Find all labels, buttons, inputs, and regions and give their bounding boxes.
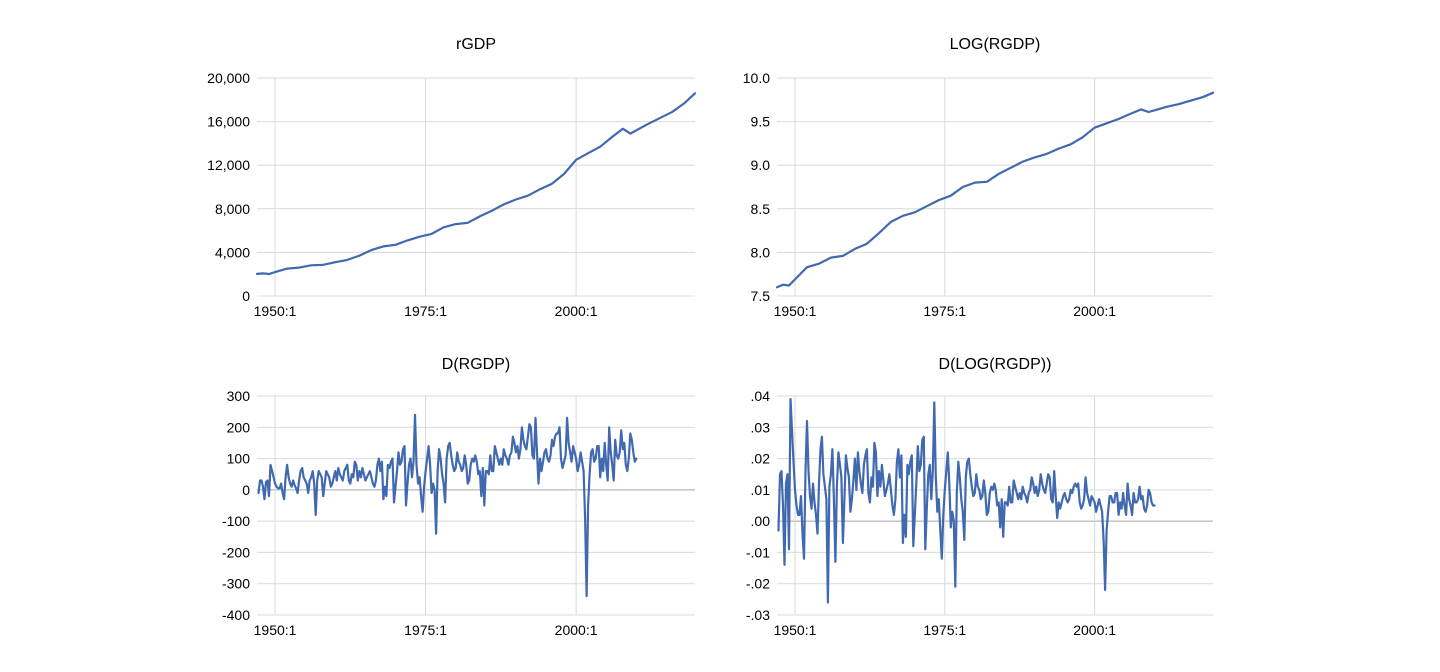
- chart-title: LOG(RGDP): [950, 36, 1041, 53]
- y-tick-label: 20,000: [207, 70, 250, 86]
- y-tick-label: .04: [751, 388, 771, 404]
- chart-panel-2: LOG(RGDP) 7.5 8.0 8.5 9.0 9.5 10.0 1950:1 1975:1…: [743, 36, 1215, 319]
- x-tick-label: 1950:1: [254, 622, 297, 638]
- chart-panel-3: D(RGDP) -400 -300 -200 -100 0 100 200 300 1950:1 1…: [222, 356, 695, 638]
- y-tick-label: 8.5: [751, 201, 771, 217]
- y-tick-label: -.03: [746, 607, 770, 623]
- y-tick-label: -100: [222, 513, 250, 529]
- y-tick-label: .01: [751, 482, 771, 498]
- y-tick-label: -300: [222, 576, 250, 592]
- y-tick-label: .02: [751, 451, 771, 467]
- y-tick-label: 9.0: [751, 157, 771, 173]
- y-tick-label: 300: [227, 388, 251, 404]
- y-tick-label: -200: [222, 544, 250, 560]
- series-line: [775, 91, 1215, 289]
- y-tick-label: 0: [242, 288, 250, 304]
- y-tick-label: .03: [751, 419, 771, 435]
- x-tick-label: 2000:1: [555, 622, 598, 638]
- y-tick-label: -.01: [746, 544, 770, 560]
- chart-title: rGDP: [456, 36, 496, 53]
- y-tick-label: 8.0: [751, 244, 771, 260]
- x-tick-label: 1975:1: [923, 622, 966, 638]
- series-line: [257, 413, 638, 598]
- y-tick-label: 0: [242, 482, 250, 498]
- series-line: [255, 92, 697, 276]
- y-tick-label: 8,000: [215, 201, 250, 217]
- x-tick-label: 1950:1: [774, 622, 817, 638]
- x-tick-label: 2000:1: [1073, 622, 1116, 638]
- x-tick-label: 2000:1: [1073, 303, 1116, 319]
- y-tick-label: 10.0: [743, 70, 770, 86]
- y-tick-label: 7.5: [751, 288, 771, 304]
- x-tick-label: 1975:1: [404, 622, 447, 638]
- y-tick-label: 12,000: [207, 157, 250, 173]
- y-tick-label: -400: [222, 607, 250, 623]
- chart-title: D(LOG(RGDP)): [939, 356, 1052, 373]
- chart-title: D(RGDP): [442, 356, 510, 373]
- series-line: [777, 398, 1156, 604]
- y-tick-label: 16,000: [207, 114, 250, 130]
- y-tick-label: 100: [227, 451, 251, 467]
- y-tick-label: 9.5: [751, 114, 771, 130]
- chart-panel-4: D(LOG(RGDP)) -.03 -.02 -.01 .00 .01 .02 .03 .04 1…: [746, 356, 1213, 638]
- y-tick-label: -.02: [746, 576, 770, 592]
- chart-panel-1: rGDP 0 4,000 8,000 12,000 16,000 20,000 1950:1 1…: [207, 36, 697, 319]
- x-tick-label: 1950:1: [254, 303, 297, 319]
- x-tick-label: 1950:1: [774, 303, 817, 319]
- x-tick-label: 1975:1: [923, 303, 966, 319]
- y-tick-label: .00: [751, 513, 771, 529]
- x-tick-label: 2000:1: [555, 303, 598, 319]
- y-tick-label: 200: [227, 419, 251, 435]
- x-tick-label: 1975:1: [404, 303, 447, 319]
- y-tick-label: 4,000: [215, 244, 250, 260]
